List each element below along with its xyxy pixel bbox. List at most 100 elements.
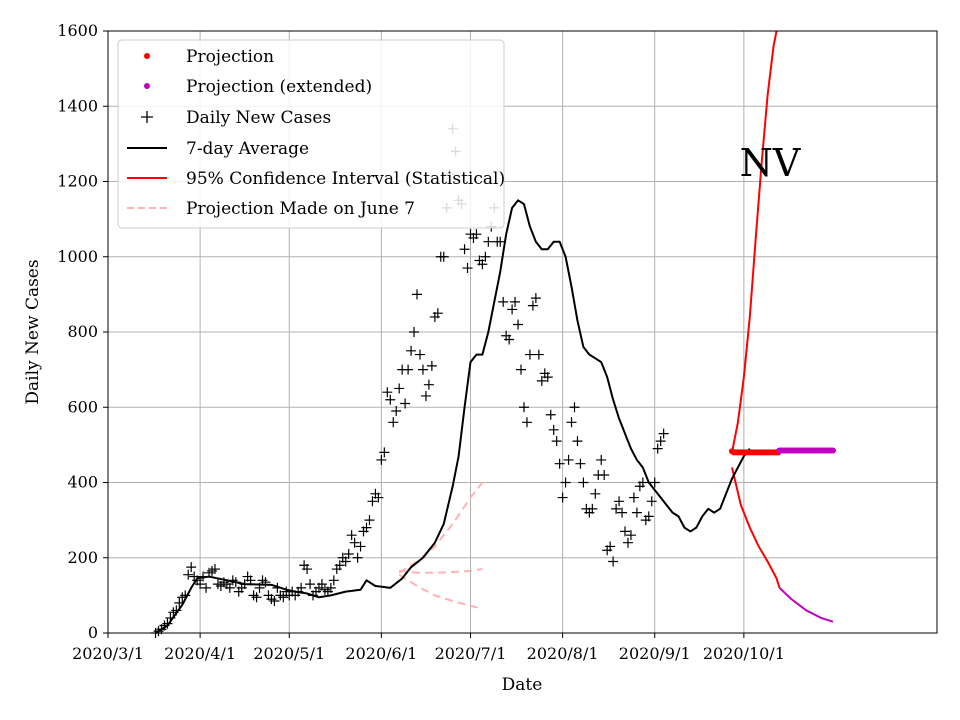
- legend-box: [117, 39, 505, 229]
- daily-case-marker: [438, 251, 449, 262]
- daily-case-marker: [364, 515, 375, 526]
- daily-case-marker: [590, 488, 601, 499]
- daily-case-marker: [376, 454, 387, 465]
- legend-projection-extended-marker: [144, 83, 150, 89]
- y-tick-label: 1600: [57, 21, 98, 40]
- daily-case-marker: [367, 496, 378, 507]
- daily-case-marker: [195, 579, 206, 590]
- daily-case-marker: [432, 308, 443, 319]
- daily-case-marker: [480, 251, 491, 262]
- daily-case-marker: [459, 244, 470, 255]
- daily-case-marker: [305, 579, 316, 590]
- state-annotation: NV: [740, 141, 801, 185]
- legend-projection-extended-label: Projection (extended): [186, 77, 372, 97]
- x-axis-title: Date: [502, 675, 543, 695]
- daily-case-marker: [596, 454, 607, 465]
- daily-case-marker: [388, 417, 399, 428]
- daily-case-marker: [614, 496, 625, 507]
- daily-case-marker: [498, 296, 509, 307]
- y-tick-label: 1200: [57, 172, 98, 191]
- daily-case-marker: [530, 293, 541, 304]
- daily-case-marker: [545, 409, 556, 420]
- daily-case-marker: [385, 394, 396, 405]
- x-tick-label: 2020/5/1: [253, 644, 325, 663]
- june7-upper-line: [398, 481, 484, 574]
- daily-case-marker: [608, 556, 619, 567]
- x-axis-ticks: 2020/3/1 2020/4/1 2020/5/1 2020/6/1 2020/7/1…: [72, 633, 785, 663]
- daily-case-marker: [542, 372, 553, 383]
- daily-case-marker: [417, 364, 428, 375]
- daily-case-marker: [548, 424, 559, 435]
- x-tick-label: 2020/6/1: [345, 644, 417, 663]
- daily-case-marker: [382, 387, 393, 398]
- daily-case-marker: [462, 263, 473, 274]
- daily-case-marker: [587, 503, 598, 514]
- daily-case-marker: [507, 304, 518, 315]
- daily-case-marker: [521, 417, 532, 428]
- legend: Projection Projection (extended) Daily N…: [117, 39, 505, 229]
- legend-daily-marker: [141, 111, 153, 123]
- daily-case-marker: [527, 300, 538, 311]
- daily-case-marker: [201, 582, 212, 593]
- daily-case-marker: [340, 556, 351, 567]
- y-tick-label: 1000: [57, 247, 98, 266]
- seven-day-average-line: [155, 199, 751, 634]
- daily-case-marker: [628, 492, 639, 503]
- daily-case-marker: [513, 319, 524, 330]
- daily-case-marker: [325, 582, 336, 593]
- daily-case-marker: [572, 436, 583, 447]
- seven-day-average-path: [155, 199, 751, 634]
- x-tick-label: 2020/8/1: [527, 644, 599, 663]
- june7-projection-lines: [398, 481, 484, 610]
- y-axis-title: Daily New Cases: [23, 259, 43, 404]
- daily-case-marker: [536, 375, 547, 386]
- daily-case-marker: [379, 447, 390, 458]
- x-tick-label: 2020/4/1: [164, 644, 236, 663]
- x-tick-label: 2020/10/1: [703, 644, 785, 663]
- daily-case-marker: [355, 541, 366, 552]
- daily-case-marker: [637, 477, 648, 488]
- legend-ci-label: 95% Confidence Interval (Statistical): [186, 169, 505, 189]
- daily-case-marker: [495, 236, 506, 247]
- daily-case-marker: [302, 564, 313, 575]
- daily-case-marker: [296, 582, 307, 593]
- daily-case-marker: [406, 345, 417, 356]
- daily-case-marker: [403, 364, 414, 375]
- daily-case-marker: [162, 618, 173, 629]
- daily-case-marker: [611, 503, 622, 514]
- daily-case-marker: [605, 541, 616, 552]
- daily-case-marker: [224, 582, 235, 593]
- daily-case-marker: [655, 436, 666, 447]
- daily-case-marker: [625, 530, 636, 541]
- daily-case-marker: [423, 379, 434, 390]
- daily-case-marker: [646, 496, 657, 507]
- y-tick-label: 0: [88, 623, 98, 642]
- daily-case-marker: [566, 417, 577, 428]
- daily-case-marker: [278, 592, 289, 603]
- daily-case-marker: [420, 390, 431, 401]
- daily-case-marker: [269, 596, 280, 607]
- daily-case-marker: [316, 579, 327, 590]
- daily-case-marker: [658, 428, 669, 439]
- daily-case-marker: [510, 296, 521, 307]
- daily-case-marker: [533, 349, 544, 360]
- daily-case-marker: [643, 511, 654, 522]
- daily-case-marker: [599, 469, 610, 480]
- x-tick-label: 2020/3/1: [72, 644, 144, 663]
- daily-new-cases-markers: [150, 123, 669, 638]
- daily-case-marker: [373, 492, 384, 503]
- y-axis-ticks: 0 200 400 600 800 1000 1200 1400 1600: [57, 21, 108, 642]
- daily-case-marker: [414, 349, 425, 360]
- ci-lower-line: [731, 467, 781, 589]
- daily-case-marker: [524, 349, 535, 360]
- daily-case-marker: [569, 402, 580, 413]
- y-tick-label: 600: [67, 397, 98, 416]
- daily-case-marker: [409, 327, 420, 337]
- projection-dots: [728, 447, 836, 456]
- x-tick-label: 2020/7/1: [435, 644, 507, 663]
- legend-june7-label: Projection Made on June 7: [186, 199, 415, 219]
- daily-case-marker: [251, 592, 262, 603]
- projection-extended-dot: [830, 447, 836, 454]
- daily-case-marker: [412, 289, 423, 300]
